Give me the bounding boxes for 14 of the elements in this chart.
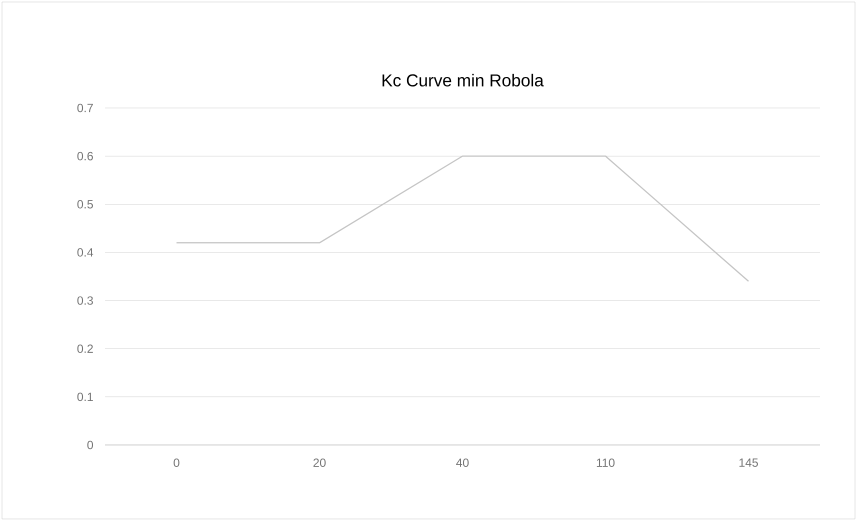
y-tick-label: 0	[87, 440, 94, 450]
x-tick-label: 0	[174, 458, 180, 467]
x-tick-label: 110	[596, 458, 615, 467]
y-tick-label: 0.5	[77, 200, 93, 208]
x-tick-label: 145	[739, 458, 758, 467]
y-tick-label: 0.2	[77, 344, 93, 353]
y-tick-label: 0.1	[77, 392, 93, 402]
y-tick-label: 0.6	[77, 152, 93, 160]
y-tick-label: 0.3	[77, 296, 93, 305]
y-tick-label: 0.7	[77, 104, 93, 112]
y-tick-label: 0.4	[77, 248, 94, 257]
chart-title: Kc Curve min Robola	[382, 74, 544, 86]
x-tick-label: 40	[456, 458, 469, 467]
x-tick-label: 20	[313, 458, 326, 467]
